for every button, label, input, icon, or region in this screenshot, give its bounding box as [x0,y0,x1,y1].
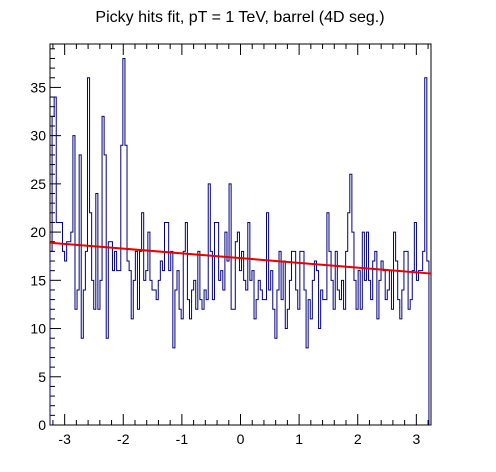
fit-line [49,241,432,275]
x-tick-label: 0 [237,431,245,447]
x-axis: -3 -2 -1 0 1 2 3 [52,44,429,447]
y-tick-label: 10 [30,321,46,337]
chart-title: Picky hits fit, pT = 1 TeV, barrel (4D s… [95,9,384,26]
y-tick-label: 5 [38,369,46,385]
y-tick-label: 30 [30,128,46,144]
x-tick-label: 1 [295,431,303,447]
y-tick-label: 35 [30,79,46,95]
y-tick-label: 15 [30,272,46,288]
histogram-series [49,57,431,426]
x-tick-label: 3 [412,431,420,447]
y-tick-label: 25 [30,176,46,192]
y-axis: 0 5 10 15 20 25 30 35 [30,48,61,433]
x-tick-label: -2 [117,431,130,447]
x-tick-label: -1 [176,431,189,447]
x-tick-label: 2 [354,431,362,447]
plot-frame [49,43,432,426]
y-tick-label: 20 [30,224,46,240]
y-tick-label: 0 [38,417,46,433]
x-tick-label: -3 [58,431,71,447]
